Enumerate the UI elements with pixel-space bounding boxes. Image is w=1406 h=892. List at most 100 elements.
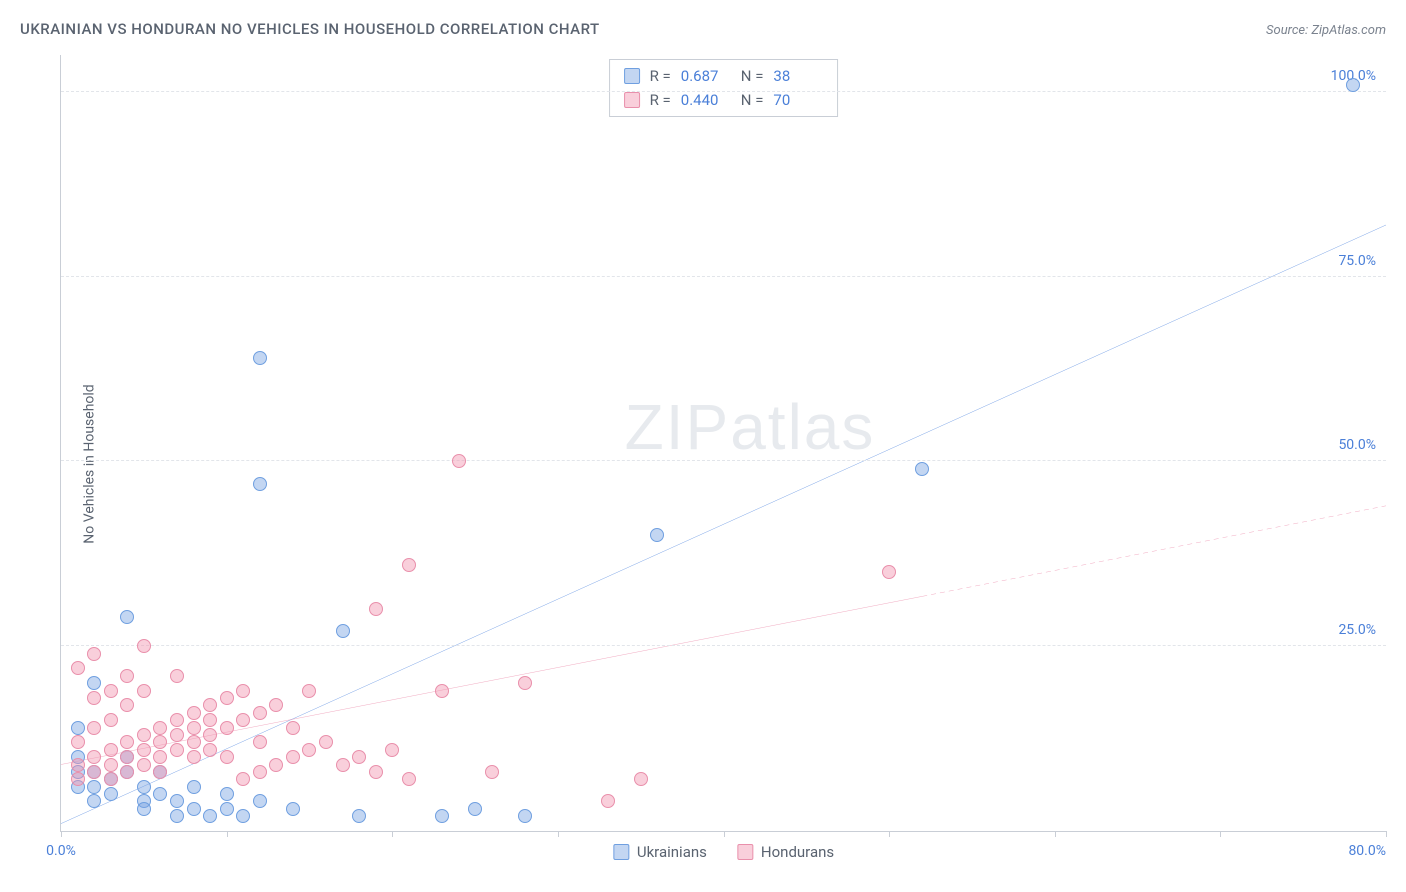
legend-swatch bbox=[737, 844, 753, 860]
data-point bbox=[369, 765, 383, 779]
data-point bbox=[269, 698, 283, 712]
data-point bbox=[253, 706, 267, 720]
data-point bbox=[137, 780, 151, 794]
data-point bbox=[435, 684, 449, 698]
legend-item: Hondurans bbox=[737, 843, 834, 861]
data-point bbox=[187, 735, 201, 749]
data-point bbox=[170, 713, 184, 727]
data-point bbox=[220, 721, 234, 735]
x-tick bbox=[558, 831, 559, 837]
data-point bbox=[120, 669, 134, 683]
data-point bbox=[253, 794, 267, 808]
data-point bbox=[71, 661, 85, 675]
watermark: ZIPatlas bbox=[625, 390, 876, 464]
data-point bbox=[518, 676, 532, 690]
chart-title: UKRAINIAN VS HONDURAN NO VEHICLES IN HOU… bbox=[20, 20, 600, 38]
data-point bbox=[253, 477, 267, 491]
data-point bbox=[187, 750, 201, 764]
data-point bbox=[153, 750, 167, 764]
data-point bbox=[369, 602, 383, 616]
series-legend: Ukrainians Hondurans bbox=[613, 843, 834, 861]
data-point bbox=[236, 772, 250, 786]
data-point bbox=[71, 735, 85, 749]
data-point bbox=[402, 558, 416, 572]
data-point bbox=[236, 809, 250, 823]
legend-r-value: 0.687 bbox=[681, 64, 731, 88]
data-point bbox=[104, 713, 118, 727]
data-point bbox=[104, 684, 118, 698]
data-point bbox=[302, 684, 316, 698]
data-point bbox=[87, 780, 101, 794]
data-point bbox=[352, 809, 366, 823]
x-tick bbox=[1386, 831, 1387, 837]
x-tick-label: 80.0% bbox=[1348, 843, 1386, 859]
data-point bbox=[352, 750, 366, 764]
data-point bbox=[120, 750, 134, 764]
legend-label: Ukrainians bbox=[637, 843, 707, 861]
data-point bbox=[170, 743, 184, 757]
data-point bbox=[87, 750, 101, 764]
data-point bbox=[187, 721, 201, 735]
correlation-legend: R =0.687N =38R =0.440N =70 bbox=[609, 59, 839, 117]
data-point bbox=[71, 721, 85, 735]
trend-line bbox=[61, 225, 1386, 824]
data-point bbox=[236, 713, 250, 727]
data-point bbox=[236, 684, 250, 698]
data-point bbox=[485, 765, 499, 779]
legend-stat-label: N = bbox=[741, 64, 764, 88]
gridline bbox=[61, 276, 1386, 277]
data-point bbox=[435, 809, 449, 823]
data-point bbox=[87, 676, 101, 690]
data-point bbox=[170, 728, 184, 742]
data-point bbox=[153, 765, 167, 779]
data-point bbox=[882, 565, 896, 579]
x-tick bbox=[1055, 831, 1056, 837]
data-point bbox=[87, 794, 101, 808]
data-point bbox=[137, 684, 151, 698]
data-point bbox=[104, 772, 118, 786]
data-point bbox=[253, 351, 267, 365]
data-point bbox=[187, 802, 201, 816]
data-point bbox=[203, 809, 217, 823]
data-point bbox=[253, 765, 267, 779]
x-tick bbox=[392, 831, 393, 837]
data-point bbox=[220, 787, 234, 801]
data-point bbox=[87, 765, 101, 779]
data-point bbox=[87, 647, 101, 661]
data-point bbox=[452, 454, 466, 468]
legend-label: Hondurans bbox=[761, 843, 834, 861]
data-point bbox=[170, 809, 184, 823]
data-point bbox=[137, 728, 151, 742]
data-point bbox=[137, 639, 151, 653]
data-point bbox=[137, 743, 151, 757]
trend-line bbox=[922, 506, 1386, 597]
y-tick-label: 25.0% bbox=[1338, 622, 1376, 638]
data-point bbox=[104, 787, 118, 801]
gridline bbox=[61, 460, 1386, 461]
data-point bbox=[153, 721, 167, 735]
data-point bbox=[402, 772, 416, 786]
x-tick bbox=[1220, 831, 1221, 837]
data-point bbox=[203, 698, 217, 712]
data-point bbox=[120, 735, 134, 749]
data-point bbox=[336, 758, 350, 772]
data-point bbox=[220, 802, 234, 816]
data-point bbox=[269, 758, 283, 772]
data-point bbox=[220, 691, 234, 705]
data-point bbox=[203, 713, 217, 727]
y-tick-label: 50.0% bbox=[1338, 437, 1376, 453]
x-tick bbox=[227, 831, 228, 837]
data-point bbox=[153, 735, 167, 749]
data-point bbox=[302, 743, 316, 757]
x-tick bbox=[724, 831, 725, 837]
data-point bbox=[286, 750, 300, 764]
legend-n-value: 38 bbox=[773, 64, 823, 88]
data-point bbox=[137, 758, 151, 772]
data-point bbox=[170, 669, 184, 683]
data-point bbox=[187, 706, 201, 720]
data-point bbox=[1346, 78, 1360, 92]
legend-swatch bbox=[613, 844, 629, 860]
data-point bbox=[650, 528, 664, 542]
data-point bbox=[468, 802, 482, 816]
source-link[interactable]: ZipAtlas.com bbox=[1311, 23, 1386, 38]
